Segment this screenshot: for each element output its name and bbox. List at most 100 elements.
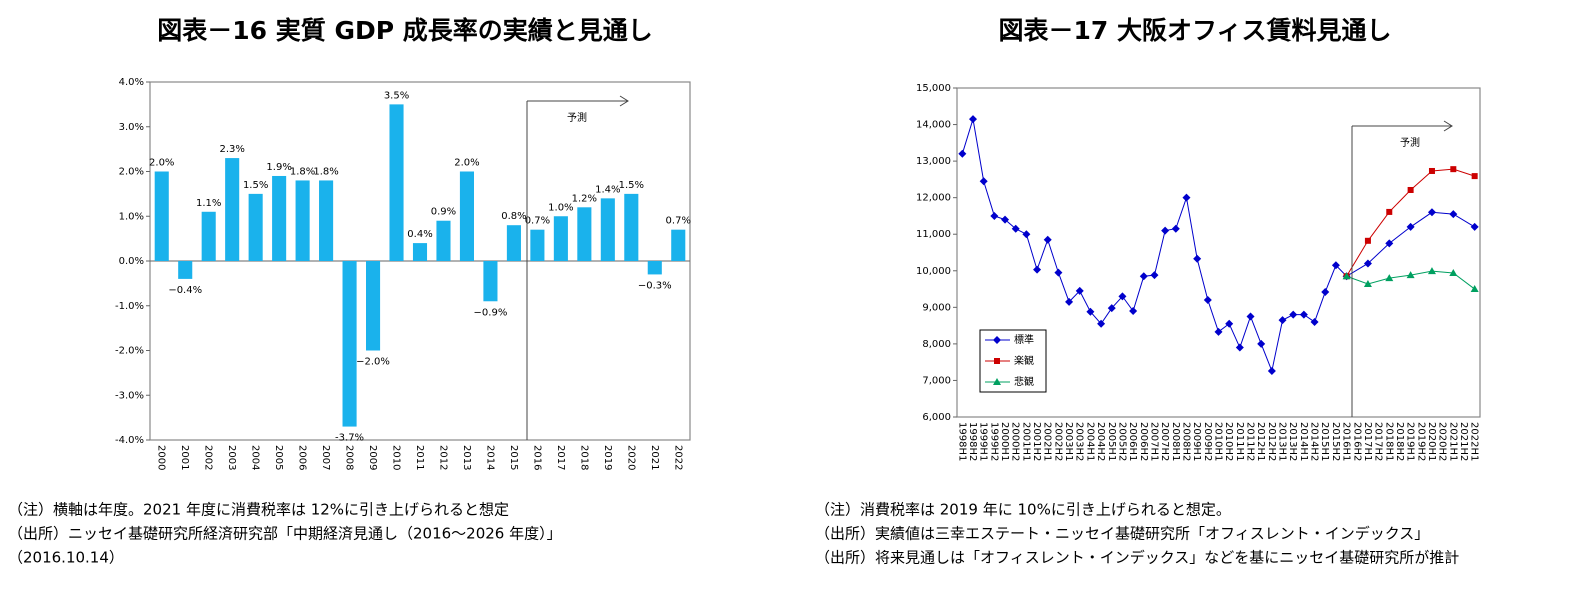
x-tick-label: 1998H1 — [956, 422, 967, 461]
bar — [201, 211, 216, 261]
x-tick-label: 2003H2 — [1074, 422, 1085, 461]
x-tick-label: 2018H2 — [1394, 422, 1405, 461]
point — [1001, 215, 1010, 224]
value-label: -3.7% — [335, 433, 364, 444]
point — [979, 177, 988, 186]
x-tick-label: 2017H1 — [1362, 422, 1373, 461]
bar — [483, 261, 498, 302]
bar — [178, 261, 193, 279]
x-tick-label: 2007H2 — [1159, 422, 1170, 461]
note: （注）消費税率は 2019 年に 10%に引き上げられると想定。 — [815, 501, 1231, 519]
x-tick-label: 2019H1 — [1405, 422, 1416, 461]
bar — [553, 216, 568, 261]
bar — [624, 193, 639, 261]
point — [1471, 173, 1478, 180]
value-label: 1.0% — [548, 202, 573, 213]
value-label: −0.3% — [638, 280, 672, 291]
series-line — [1346, 168, 1475, 277]
x-tick-label: 2009H1 — [1191, 422, 1202, 461]
point — [1364, 237, 1371, 244]
x-tick-label: 2021H2 — [1458, 422, 1469, 461]
value-label: 2.0% — [454, 158, 479, 169]
x-tick-label: 2011H2 — [1245, 422, 1256, 461]
y-tick-label: 7,000 — [922, 375, 951, 386]
value-label: 1.8% — [290, 166, 315, 177]
point — [1299, 310, 1308, 319]
point — [958, 149, 967, 158]
point — [1449, 210, 1458, 219]
value-label: −0.4% — [168, 285, 202, 296]
point — [1470, 222, 1479, 231]
x-tick-label: 2007 — [320, 445, 331, 470]
annotation: 予測 — [1400, 136, 1420, 149]
x-tick-label: 2002H2 — [1052, 422, 1063, 461]
point — [1065, 297, 1074, 306]
value-label: 2.3% — [219, 144, 244, 155]
x-tick-label: 2015H1 — [1319, 422, 1330, 461]
point — [1150, 271, 1159, 280]
x-tick-label: 2009H2 — [1202, 422, 1213, 461]
value-label: 1.2% — [572, 193, 597, 204]
x-tick-label: 2015H2 — [1330, 422, 1341, 461]
note: （出所）ニッセイ基礎研究所経済研究部「中期経済見通し（2016～2026 年度）… — [8, 525, 562, 543]
bar — [295, 180, 310, 261]
x-tick-label: 2005H2 — [1116, 422, 1127, 461]
point — [1054, 268, 1063, 277]
y-tick-label: 6,000 — [922, 412, 951, 423]
y-tick-label: 9,000 — [922, 302, 951, 313]
y-tick-label: 10,000 — [916, 266, 951, 277]
point — [1406, 222, 1415, 231]
point — [1407, 186, 1414, 193]
point — [1267, 366, 1276, 375]
chart-title: 図表－17 大阪オフィス賃料見通し — [999, 16, 1392, 45]
point — [1331, 261, 1340, 270]
x-tick-label: 2009 — [367, 445, 378, 470]
legend-marker — [994, 358, 1000, 364]
x-tick-label: 2017H2 — [1373, 422, 1384, 461]
y-tick-label: 14,000 — [916, 120, 951, 131]
value-label: 1.9% — [266, 162, 291, 173]
note: （出所）将来見通しは「オフィスレント・インデックス」などを基にニッセイ基礎研究所… — [815, 549, 1459, 567]
x-tick-label: 2019H2 — [1415, 422, 1426, 461]
x-tick-label: 2018 — [578, 445, 589, 470]
y-tick-label: 13,000 — [916, 156, 951, 167]
point — [1428, 167, 1435, 174]
point — [1161, 226, 1170, 235]
x-tick-label: 2003H1 — [1063, 422, 1074, 461]
x-tick-label: 2010H2 — [1223, 422, 1234, 461]
point — [1246, 312, 1255, 321]
x-tick-label: 2004H1 — [1084, 422, 1095, 461]
x-tick-label: 1999H1 — [978, 422, 989, 461]
chart-title: 図表－16 実質 GDP 成長率の実績と見通し — [157, 16, 653, 45]
x-tick-label: 2008H2 — [1180, 422, 1191, 461]
bar — [272, 175, 287, 261]
point — [1129, 306, 1138, 315]
point — [1386, 208, 1393, 215]
legend-marker — [993, 336, 1001, 344]
x-tick-label: 2000H1 — [999, 422, 1010, 461]
x-tick-label: 2013 — [461, 445, 472, 470]
point — [1182, 193, 1191, 202]
bar — [671, 229, 686, 261]
point — [1257, 339, 1266, 348]
x-tick-label: 2021H1 — [1447, 422, 1458, 461]
x-tick-label: 2011H1 — [1234, 422, 1245, 461]
point — [1107, 304, 1116, 313]
y-tick-label: 15,000 — [916, 83, 951, 94]
point — [1033, 265, 1042, 274]
bar — [647, 261, 662, 275]
x-tick-label: 2012 — [437, 445, 448, 470]
y-tick-label: 8,000 — [922, 339, 951, 350]
x-tick-label: 2013H2 — [1287, 422, 1298, 461]
point — [1171, 224, 1180, 233]
x-tick-label: 2006 — [297, 445, 308, 470]
point — [1363, 279, 1372, 287]
x-tick-label: 2007H1 — [1148, 422, 1159, 461]
point — [1427, 267, 1436, 275]
point — [1011, 224, 1020, 233]
value-label: 0.7% — [666, 216, 691, 227]
x-tick-label: 2010H1 — [1213, 422, 1224, 461]
x-tick-label: 2012H2 — [1266, 422, 1277, 461]
point — [1214, 327, 1223, 336]
